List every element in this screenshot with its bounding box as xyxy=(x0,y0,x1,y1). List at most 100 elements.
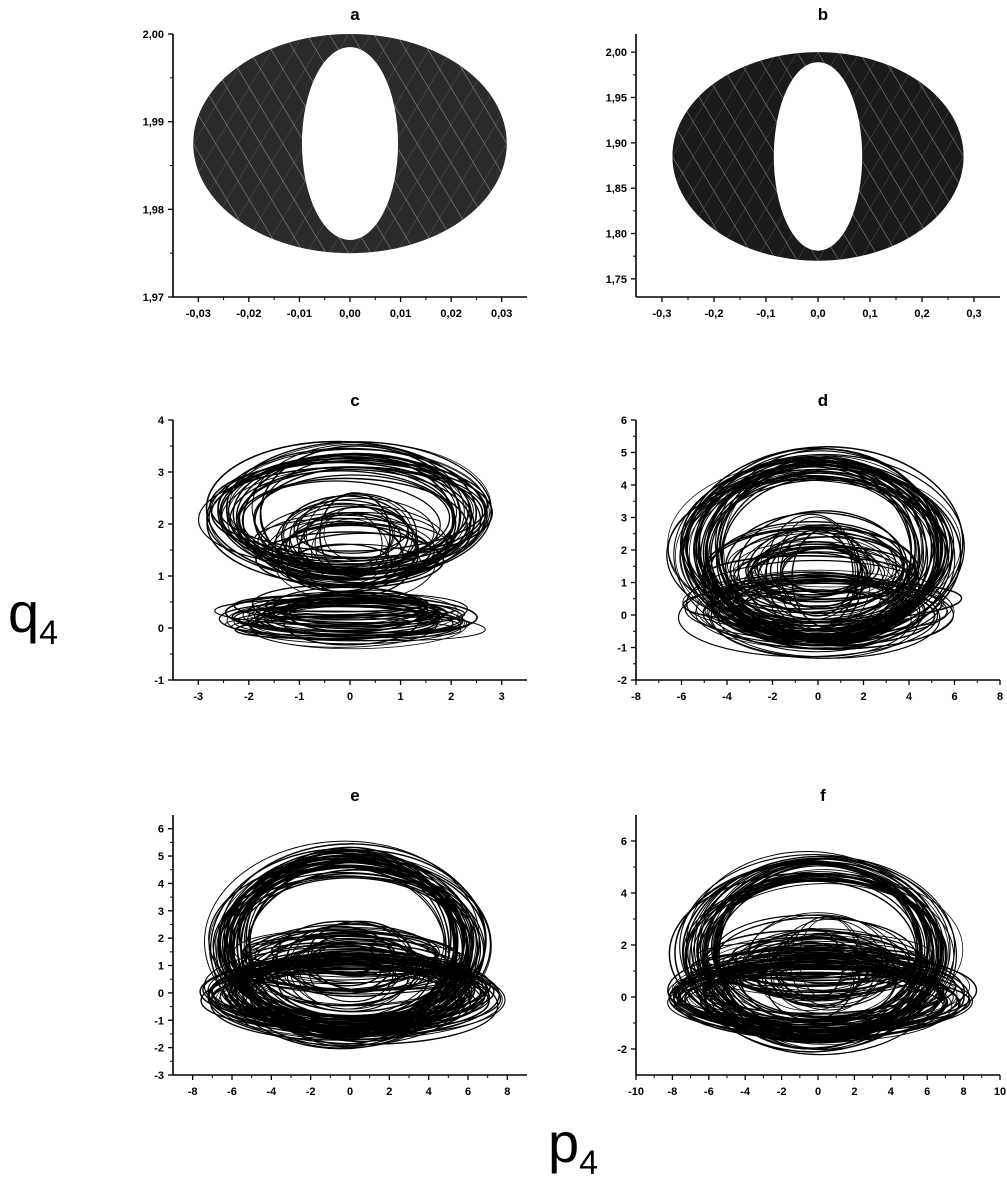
y-tick-label-e: -3 xyxy=(154,1070,164,1082)
y-tick-label-a: 1,97 xyxy=(143,292,164,304)
x-tick-label-f: -6 xyxy=(704,1086,714,1098)
y-tick-label-b: 1,85 xyxy=(606,183,627,195)
x-tick-label-c: 2 xyxy=(448,691,454,703)
panel-label-f: f xyxy=(820,786,826,805)
x-tick-label-c: -3 xyxy=(193,691,203,703)
y-tick-label-e: 1 xyxy=(158,961,164,973)
trajectory-c xyxy=(197,440,493,650)
x-tick-label-b: 0,0 xyxy=(810,308,825,320)
x-tick-label-f: -10 xyxy=(628,1086,644,1098)
x-tick-label-d: 0 xyxy=(815,691,821,703)
x-tick-label-e: 6 xyxy=(465,1086,471,1098)
y-tick-label-d: 1 xyxy=(621,578,627,590)
x-tick-label-c: 1 xyxy=(398,691,404,703)
x-axis-label: p4 xyxy=(548,1111,598,1180)
y-tick-label-e: 4 xyxy=(158,878,165,890)
x-tick-label-b: -0,2 xyxy=(705,308,724,320)
panel-b: -0,3 -0,2 -0,1 0,0 0,1 0,2 0,3 1,75 1,80 1,85 1,90… xyxy=(606,5,1000,320)
y-tick-label-c: 2 xyxy=(158,519,164,531)
y-tick-label-f: 4 xyxy=(621,888,628,900)
panel-e: -8 -6 -4 -2 0 2 4 6 8 -3 -2 -1 0 1 2 3 4 5 6 e xyxy=(154,786,527,1098)
y-tick-label-e: -2 xyxy=(154,1043,164,1055)
y-tick-label-d: 2 xyxy=(621,545,627,557)
x-tick-label-d: -8 xyxy=(631,691,641,703)
x-tick-label-c: 3 xyxy=(499,691,505,703)
y-tick-label-f: -2 xyxy=(617,1044,627,1056)
x-tick-label-f: 8 xyxy=(961,1086,967,1098)
panel-label-c: c xyxy=(350,391,359,410)
x-tick-label-c: -2 xyxy=(244,691,254,703)
y-tick-label-e: 2 xyxy=(158,933,164,945)
y-tick-label-a: 1,98 xyxy=(143,204,164,216)
y-tick-label-f: 6 xyxy=(621,836,627,848)
y-tick-label-c: 1 xyxy=(158,571,164,583)
x-tick-label-d: 6 xyxy=(951,691,957,703)
x-tick-label-f: 4 xyxy=(888,1086,895,1098)
x-tick-label-a: 0,01 xyxy=(390,308,411,320)
x-tick-label-b: 0,1 xyxy=(862,308,877,320)
y-tick-label-f: 0 xyxy=(621,992,627,1004)
trajectory-f xyxy=(667,851,978,1056)
y-tick-label-e: 0 xyxy=(158,988,164,1000)
x-tick-label-f: -4 xyxy=(740,1086,751,1098)
panel-label-a: a xyxy=(350,5,360,24)
x-tick-label-e: 0 xyxy=(347,1086,353,1098)
y-tick-label-b: 2,00 xyxy=(606,47,627,59)
y-axis-label: q4 xyxy=(8,581,58,652)
x-tick-label-d: 4 xyxy=(906,691,913,703)
x-tick-label-b: -0,3 xyxy=(653,308,672,320)
y-tick-label-d: 6 xyxy=(621,415,627,427)
x-tick-label-f: 2 xyxy=(851,1086,857,1098)
x-tick-label-b: 0,2 xyxy=(914,308,929,320)
y-tick-label-a: 2,00 xyxy=(143,29,164,41)
panel-d: -8 -6 -4 -2 0 2 4 6 8 -2 -1 0 1 2 3 4 5 6 d xyxy=(617,391,1003,703)
y-tick-label-d: 3 xyxy=(621,513,627,525)
x-tick-label-d: -6 xyxy=(677,691,687,703)
x-tick-label-b: -0,1 xyxy=(757,308,776,320)
y-tick-label-c: -1 xyxy=(154,675,164,687)
x-tick-label-a: 0,02 xyxy=(440,308,461,320)
x-tick-label-a: 0,03 xyxy=(491,308,512,320)
y-tick-label-b: 1,95 xyxy=(606,92,627,104)
y-tick-label-e: 6 xyxy=(158,824,164,836)
y-tick-label-b: 1,80 xyxy=(606,229,627,241)
x-tick-label-a: -0,03 xyxy=(186,308,211,320)
x-tick-label-e: 4 xyxy=(426,1086,433,1098)
y-tick-label-a: 1,99 xyxy=(143,117,164,129)
x-tick-label-d: 8 xyxy=(997,691,1003,703)
y-tick-label-c: 4 xyxy=(158,415,165,427)
y-tick-label-e: 3 xyxy=(158,906,164,918)
x-tick-label-e: -4 xyxy=(266,1086,277,1098)
x-tick-label-e: -6 xyxy=(227,1086,237,1098)
x-tick-label-d: -4 xyxy=(722,691,733,703)
x-tick-label-d: 2 xyxy=(860,691,866,703)
x-tick-label-e: 2 xyxy=(386,1086,392,1098)
x-tick-label-f: 10 xyxy=(994,1086,1006,1098)
x-tick-label-f: 0 xyxy=(815,1086,821,1098)
y-tick-label-d: 5 xyxy=(621,448,627,460)
y-tick-label-b: 1,75 xyxy=(606,274,627,286)
y-tick-label-d: 4 xyxy=(621,480,628,492)
y-tick-label-d: 0 xyxy=(621,610,627,622)
x-tick-label-c: 0 xyxy=(347,691,353,703)
x-tick-label-f: 6 xyxy=(924,1086,930,1098)
x-tick-label-f: -2 xyxy=(777,1086,787,1098)
x-tick-label-d: -2 xyxy=(768,691,778,703)
y-tick-label-d: -2 xyxy=(617,675,627,687)
x-tick-label-e: 8 xyxy=(504,1086,510,1098)
x-tick-label-b: 0,3 xyxy=(966,308,981,320)
x-tick-label-e: -8 xyxy=(188,1086,198,1098)
y-tick-label-b: 1,90 xyxy=(606,138,627,150)
y-tick-label-e: -1 xyxy=(154,1015,164,1027)
trajectory-d xyxy=(666,446,965,659)
panel-label-d: d xyxy=(818,391,828,410)
trajectory-e xyxy=(199,840,506,1050)
y-tick-label-c: 3 xyxy=(158,467,164,479)
panel-f: -10 -8 -6 -4 -2 0 2 4 6 8 10 -2 0 2 4 6 f xyxy=(617,786,1006,1098)
y-tick-label-d: -1 xyxy=(617,643,627,655)
x-tick-label-a: -0,02 xyxy=(236,308,261,320)
x-tick-label-a: -0,01 xyxy=(287,308,312,320)
y-tick-label-f: 2 xyxy=(621,940,627,952)
panel-c: -3 -2 -1 0 1 2 3 -1 0 1 2 3 4 c xyxy=(154,391,527,703)
